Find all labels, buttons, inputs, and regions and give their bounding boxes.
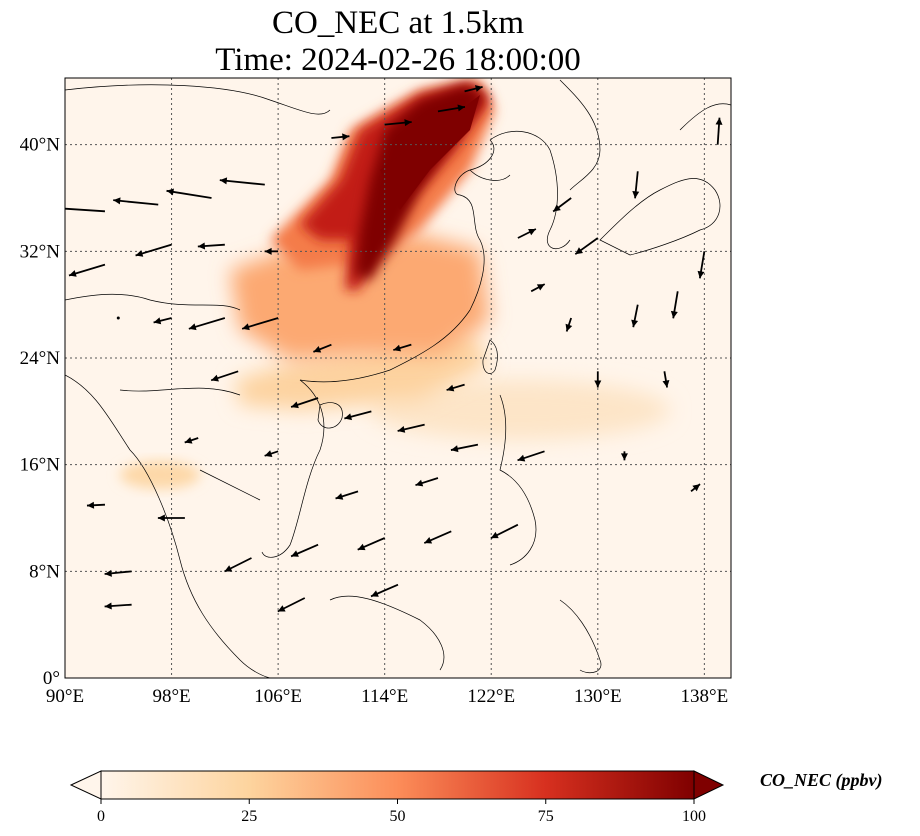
wind-arrow xyxy=(517,450,545,462)
wind-arrow xyxy=(224,557,252,573)
wind-arrow xyxy=(697,251,706,279)
wind-arrow xyxy=(157,514,185,522)
wind-arrow xyxy=(565,317,573,332)
colorbar: 0 25 50 75 100 xyxy=(69,770,725,825)
wind-arrow xyxy=(690,483,701,493)
lon-tick-label: 122°E xyxy=(467,686,515,707)
lat-tick-label: 0° xyxy=(43,668,60,689)
wind-arrow xyxy=(277,597,306,613)
colorbar-tick-label: 75 xyxy=(538,808,554,825)
wind-arrow xyxy=(437,104,466,113)
wind-arrow xyxy=(153,317,172,325)
co-concentration-field xyxy=(120,80,670,489)
lat-tick-label: 8°N xyxy=(29,561,60,582)
wind-arrow xyxy=(715,117,723,145)
lon-tick-label: 130°E xyxy=(574,686,622,707)
lat-tick-label: 40°N xyxy=(20,135,61,156)
colorbar-label: CO_NEC (ppbv) xyxy=(760,770,883,790)
colorbar-tick-label: 0 xyxy=(97,808,105,825)
map-title: CO_NEC at 1.5km xyxy=(271,5,525,41)
wind-arrow xyxy=(116,316,120,320)
lon-tick-label: 114°E xyxy=(361,686,408,707)
longitude-tick-labels: 90°E 98°E 106°E 114°E 122°E 130°E 138°E xyxy=(46,686,728,707)
lon-tick-label: 106°E xyxy=(254,686,302,707)
lat-tick-label: 32°N xyxy=(20,241,61,262)
colorbar-gradient xyxy=(100,770,695,800)
wind-arrow xyxy=(344,410,372,421)
wind-arrow xyxy=(552,197,572,213)
lon-tick-label: 138°E xyxy=(681,686,729,707)
wind-arrow xyxy=(490,523,519,539)
wind-arrow xyxy=(530,283,546,293)
wind-arrow xyxy=(135,243,172,257)
wind-arrow xyxy=(415,477,439,487)
wind-arrow xyxy=(423,530,452,544)
wind-arrow xyxy=(113,197,159,206)
wind-arrow xyxy=(370,583,399,598)
wind-arrow xyxy=(290,543,319,558)
wind-arrow xyxy=(632,171,640,199)
map-frame xyxy=(64,77,732,679)
wind-arrow xyxy=(331,133,350,141)
lat-tick-label: 24°N xyxy=(20,348,61,369)
wind-vectors xyxy=(65,85,723,613)
wind-arrow xyxy=(264,247,279,255)
wind-arrow xyxy=(446,383,465,392)
wind-arrow xyxy=(188,317,226,331)
wind-arrow xyxy=(620,451,628,461)
wind-arrow xyxy=(631,304,639,328)
wind-arrow xyxy=(264,450,279,457)
wind-arrow xyxy=(335,490,359,500)
wind-arrow xyxy=(104,569,132,577)
wind-arrow xyxy=(86,501,106,509)
colorbar-extend-max xyxy=(693,770,725,800)
wind-arrow xyxy=(68,263,106,277)
wind-arrow xyxy=(166,188,212,199)
wind-arrow xyxy=(65,207,106,213)
wind-arrow xyxy=(384,119,412,127)
wind-arrow xyxy=(210,370,239,382)
colorbar-extend-min xyxy=(69,770,102,800)
wind-arrow xyxy=(670,291,679,319)
colorbar-tick-labels: 0 25 50 75 100 xyxy=(97,799,706,825)
wind-arrow xyxy=(313,343,332,353)
wind-arrow xyxy=(241,317,279,331)
wind-arrow xyxy=(197,242,225,250)
wind-arrow xyxy=(219,177,265,186)
wind-arrow xyxy=(397,423,425,433)
latitude-tick-labels: 0° 8°N 16°N 24°N 32°N 40°N xyxy=(20,135,61,689)
wind-arrow xyxy=(574,237,599,255)
wind-arrow xyxy=(184,436,199,444)
lat-tick-label: 16°N xyxy=(20,455,61,476)
wind-arrow xyxy=(450,443,479,453)
wind-arrow xyxy=(594,371,602,388)
wind-arrow xyxy=(357,537,386,551)
colorbar-tick-label: 100 xyxy=(682,808,706,825)
map-subtitle-time: Time: 2024-02-26 18:00:00 xyxy=(215,42,581,78)
wind-arrow xyxy=(290,397,319,409)
colorbar-tick-label: 50 xyxy=(390,808,406,825)
wind-arrow xyxy=(464,85,483,93)
lon-tick-label: 90°E xyxy=(46,686,84,707)
wind-arrow xyxy=(517,228,537,239)
colorbar-tick-label: 25 xyxy=(241,808,257,825)
wind-arrow xyxy=(104,602,132,610)
coastlines xyxy=(65,79,731,678)
lon-tick-label: 98°E xyxy=(152,686,190,707)
wind-arrow xyxy=(393,343,412,352)
wind-arrow xyxy=(662,371,670,388)
